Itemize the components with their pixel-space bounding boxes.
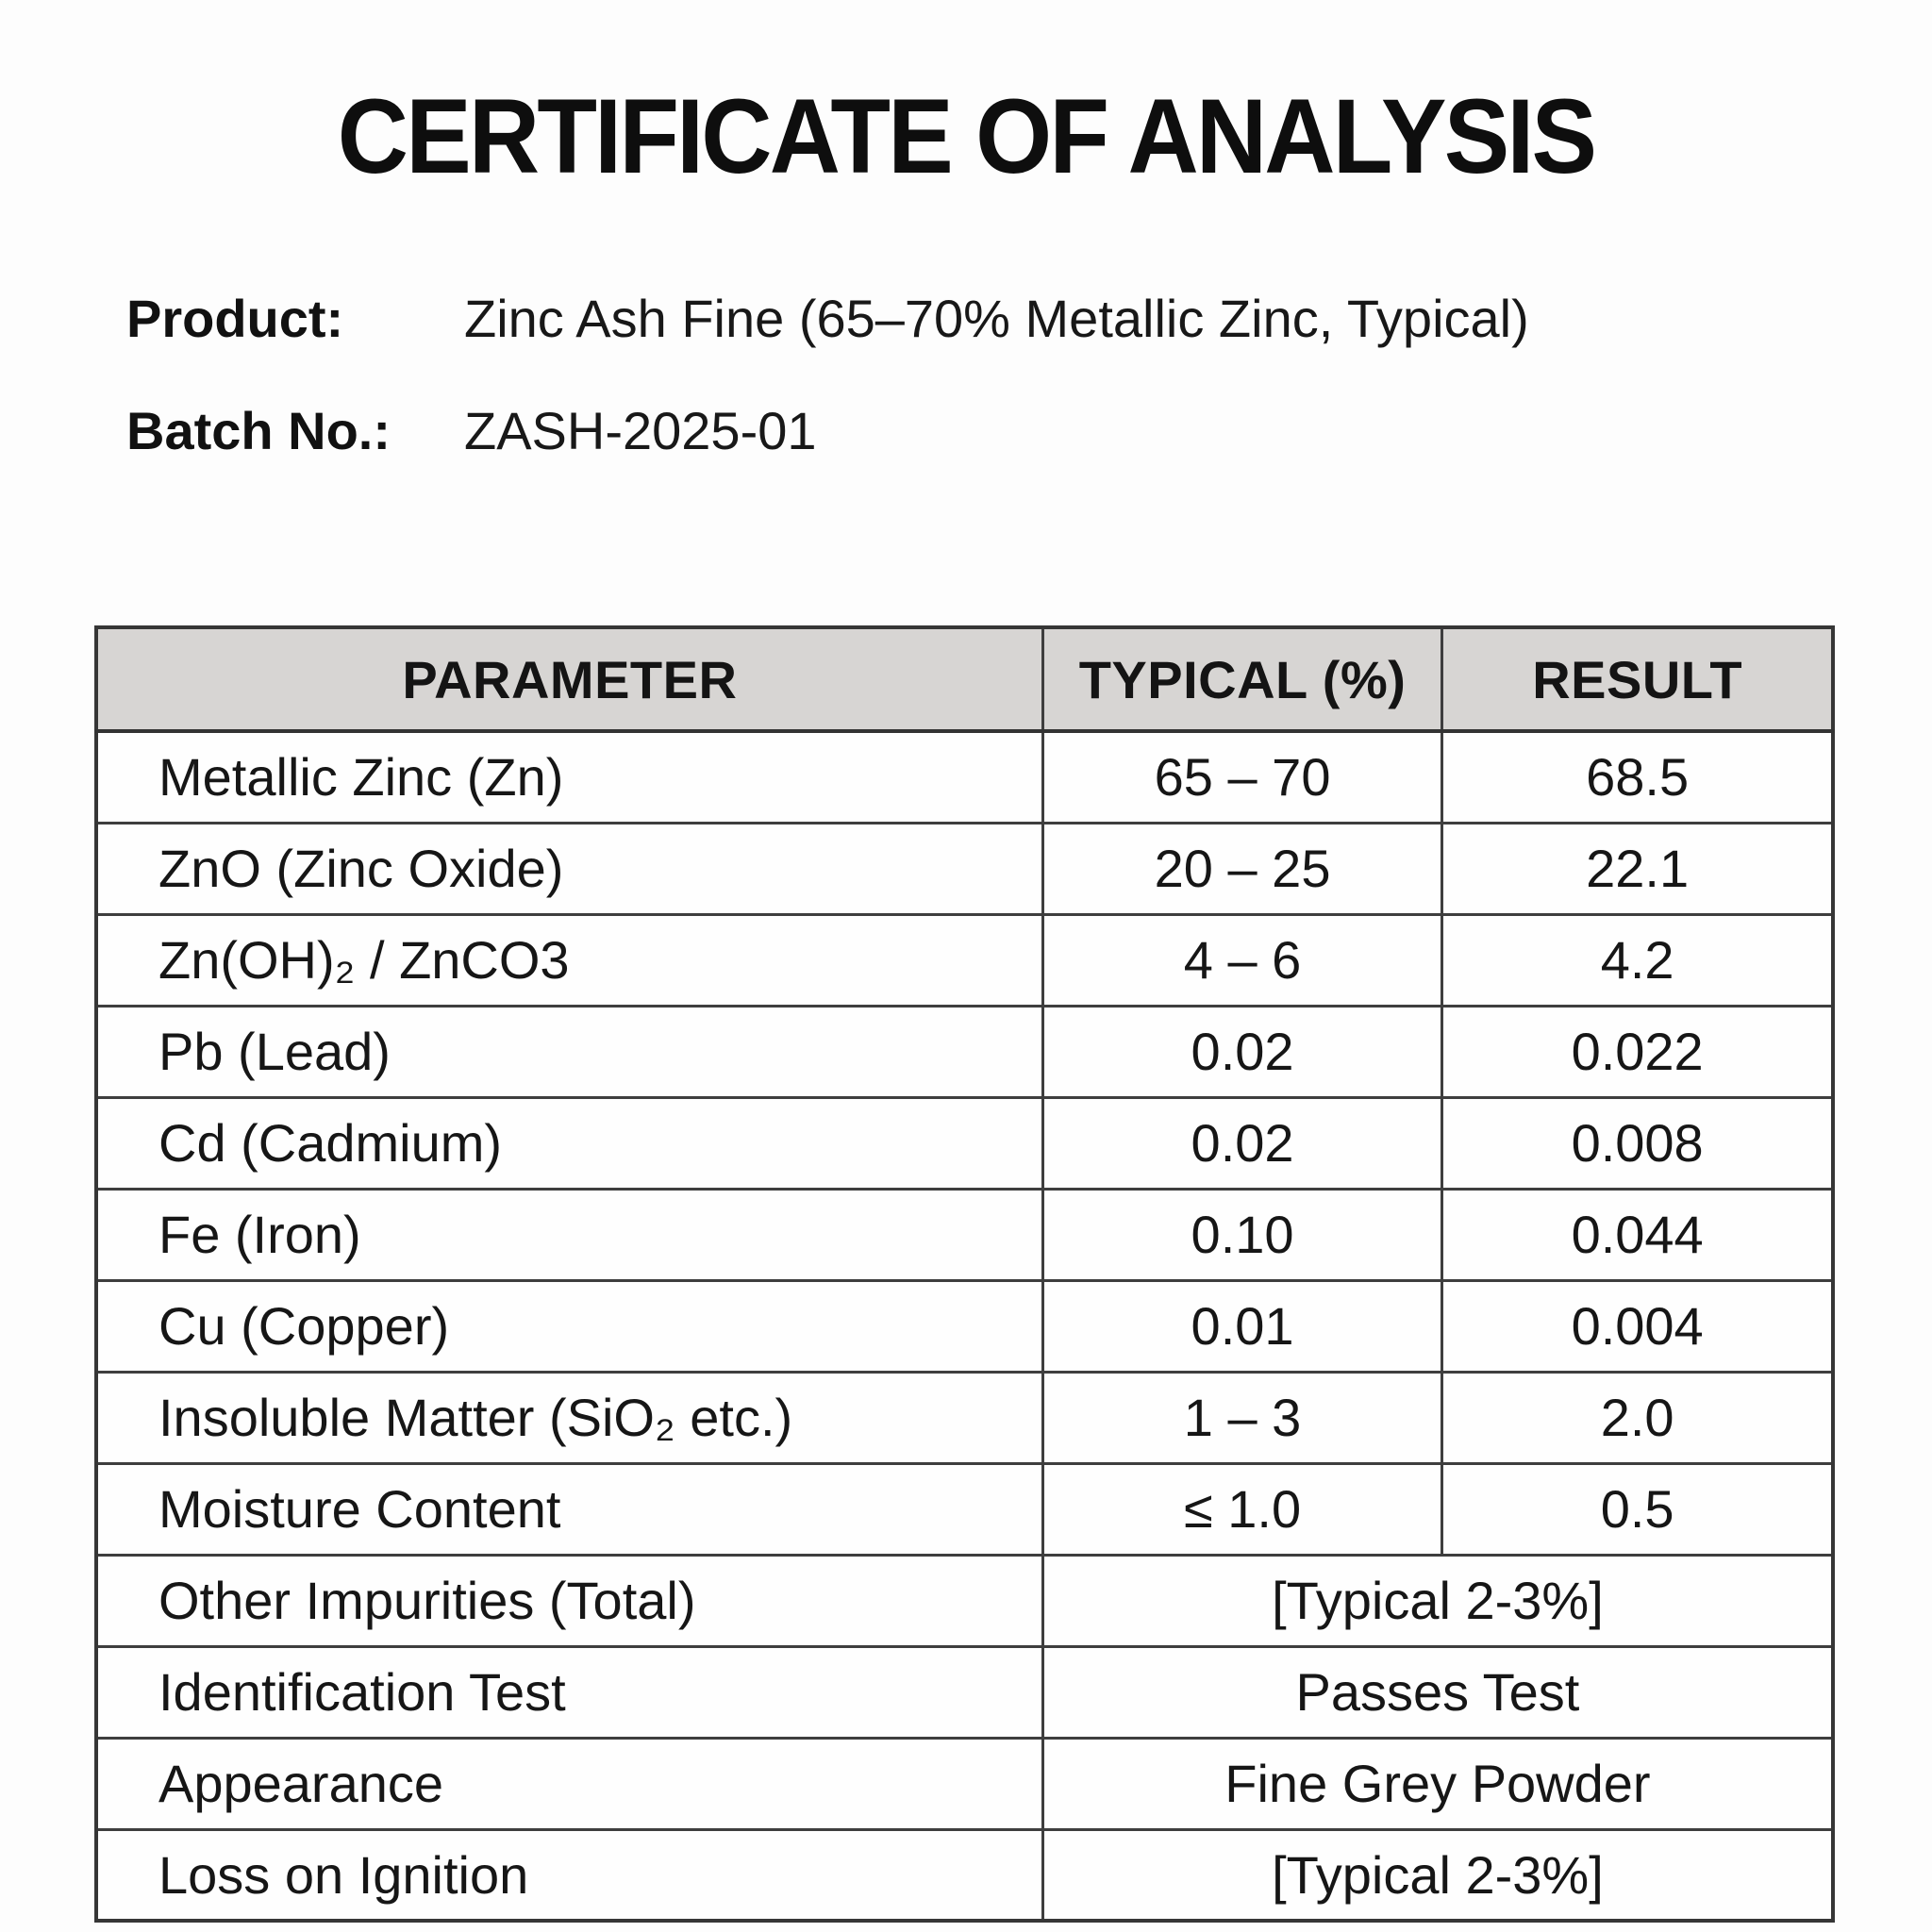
table-row: Loss on Ignition [Typical 2-3%] [94,1827,1835,1923]
typical-cell: 4 – 6 [1041,912,1444,1008]
parameter-cell: Other Impurities (Total) [94,1553,1044,1648]
parameter-cell: Identification Test [94,1644,1044,1740]
table-row: Metallic Zinc (Zn) 65 – 70 68.5 [94,729,1835,824]
table-row: Fe (Iron) 0.10 0.044 [94,1187,1835,1282]
typical-cell: 0.02 [1041,1004,1444,1099]
table-row: Cu (Copper) 0.01 0.004 [94,1278,1835,1374]
result-cell: 2.0 [1441,1370,1835,1465]
typical-cell: 0.01 [1041,1278,1444,1374]
merged-value-cell: Fine Grey Powder [1041,1736,1835,1831]
parameter-cell: Insoluble Matter (SiO₂ etc.) [94,1370,1044,1465]
parameter-cell: ZnO (Zinc Oxide) [94,821,1044,916]
table-head: PARAMETER TYPICAL (%) RESULT [94,625,1835,733]
typical-cell: 65 – 70 [1041,729,1444,824]
result-cell: 0.022 [1441,1004,1835,1099]
batch-row: Batch No.: ZASH-2025-01 [126,400,1932,461]
parameter-cell: Cd (Cadmium) [94,1095,1044,1191]
result-cell: 0.008 [1441,1095,1835,1191]
table-row: Insoluble Matter (SiO₂ etc.) 1 – 3 2.0 [94,1370,1835,1465]
table-body: Metallic Zinc (Zn) 65 – 70 68.5 ZnO (Zinc O… [94,729,1835,1923]
result-cell: 0.004 [1441,1278,1835,1374]
parameter-cell: Loss on Ignition [94,1827,1044,1923]
typical-cell: 0.02 [1041,1095,1444,1191]
result-cell: 4.2 [1441,912,1835,1008]
meta-section: Product: Zinc Ash Fine (65–70% Metallic … [126,288,1932,461]
parameter-cell: Pb (Lead) [94,1004,1044,1099]
product-label: Product: [126,289,344,348]
typical-cell: 1 – 3 [1041,1370,1444,1465]
table-row: Pb (Lead) 0.02 0.022 [94,1004,1835,1099]
typical-cell: ≤ 1.0 [1041,1461,1444,1557]
header-parameter: PARAMETER [94,625,1044,733]
result-cell: 0.5 [1441,1461,1835,1557]
table-row: ZnO (Zinc Oxide) 20 – 25 22.1 [94,821,1835,916]
result-cell: 0.044 [1441,1187,1835,1282]
merged-value-cell: [Typical 2-3%] [1041,1827,1835,1923]
parameter-cell: Metallic Zinc (Zn) [94,729,1044,824]
parameter-cell: Moisture Content [94,1461,1044,1557]
parameter-cell: Cu (Copper) [94,1278,1044,1374]
table-row: Moisture Content ≤ 1.0 0.5 [94,1461,1835,1557]
parameter-cell: Appearance [94,1736,1044,1831]
table-row: Identification Test Passes Test [94,1644,1835,1740]
certificate-document: CERTIFICATE OF ANALYSIS Product: Zinc As… [0,75,1932,1932]
product-value: Zinc Ash Fine (65–70% Metallic Zinc, Typ… [464,289,1529,348]
typical-cell: 0.10 [1041,1187,1444,1282]
merged-value-cell: [Typical 2-3%] [1041,1553,1835,1648]
header-row: PARAMETER TYPICAL (%) RESULT [94,625,1835,733]
analysis-table: PARAMETER TYPICAL (%) RESULT Metallic Zi… [94,625,1835,1923]
document-title: CERTIFICATE OF ANALYSIS [337,77,1597,195]
table-row: Cd (Cadmium) 0.02 0.008 [94,1095,1835,1191]
header-result: RESULT [1441,625,1835,733]
batch-number-value: ZASH-2025-01 [464,401,817,460]
merged-value-cell: Passes Test [1041,1644,1835,1740]
batch-number-label: Batch No.: [126,401,391,460]
parameter-cell: Zn(OH)₂ / ZnCO3 [94,912,1044,1008]
header-typical: TYPICAL (%) [1041,625,1444,733]
typical-cell: 20 – 25 [1041,821,1444,916]
table-row: Appearance Fine Grey Powder [94,1736,1835,1831]
table-row: Other Impurities (Total) [Typical 2-3%] [94,1553,1835,1648]
product-row: Product: Zinc Ash Fine (65–70% Metallic … [126,288,1932,349]
result-cell: 68.5 [1441,729,1835,824]
table-row: Zn(OH)₂ / ZnCO3 4 – 6 4.2 [94,912,1835,1008]
parameter-cell: Fe (Iron) [94,1187,1044,1282]
result-cell: 22.1 [1441,821,1835,916]
